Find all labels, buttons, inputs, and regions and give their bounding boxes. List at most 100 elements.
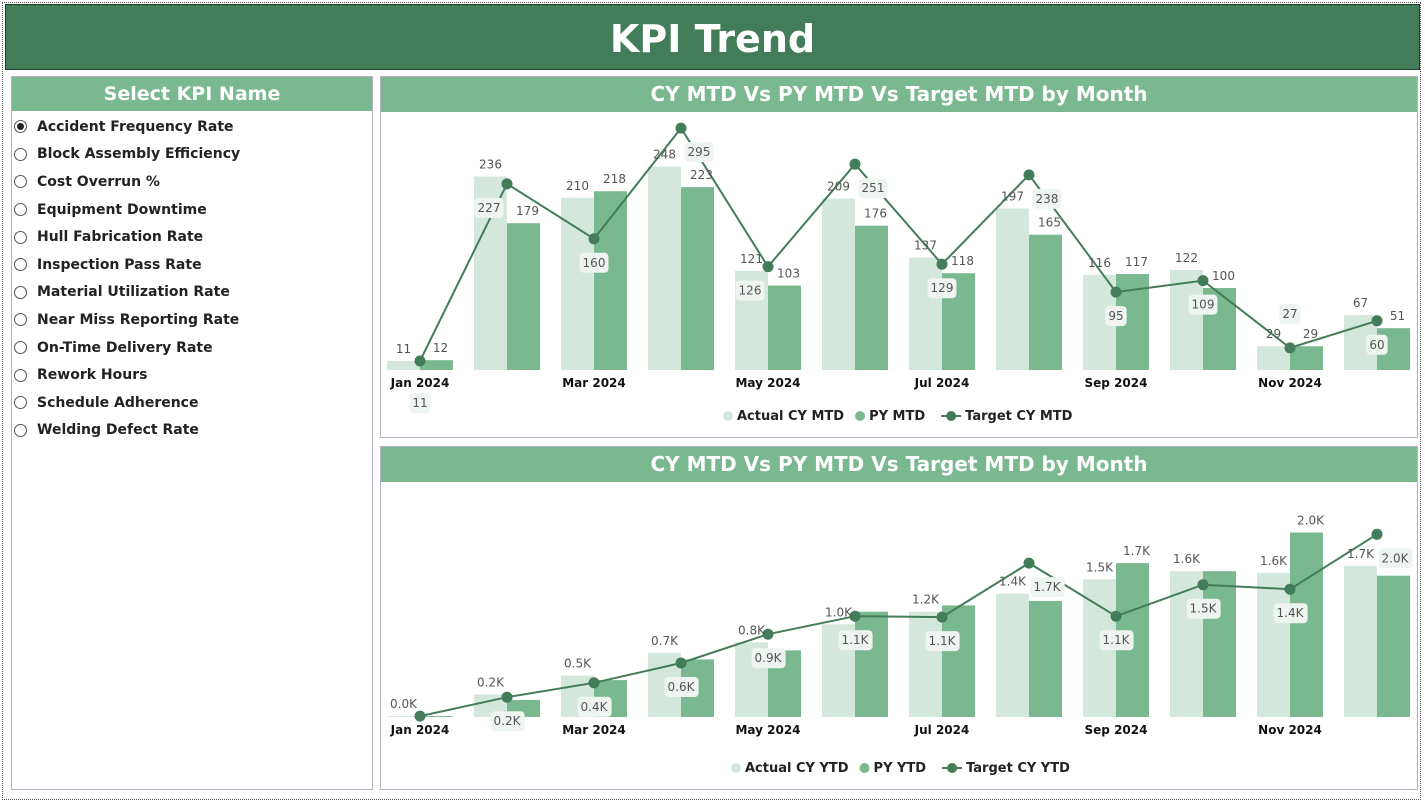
actual-bar — [387, 716, 420, 717]
legend-marker-icon — [946, 411, 957, 421]
actual-data-label: 0.2K — [477, 676, 505, 690]
target-point — [1371, 315, 1383, 327]
target-data-label: 11 — [412, 396, 427, 410]
x-axis-tick-label: Sep 2024 — [1085, 723, 1148, 737]
target-point — [1284, 583, 1296, 595]
actual-bar — [1344, 565, 1377, 717]
actual-bar — [909, 611, 942, 717]
py-bar — [855, 225, 888, 370]
legend-item: Actual CY YTD — [745, 761, 849, 776]
kpi-option[interactable]: Welding Defect Rate — [14, 417, 240, 445]
legend-marker-icon — [855, 411, 866, 421]
legend-marker-icon — [859, 763, 870, 773]
py-data-label: 117 — [1125, 255, 1148, 269]
actual-data-label: 137 — [914, 239, 937, 253]
kpi-option-label: Welding Defect Rate — [37, 422, 199, 439]
kpi-option-label: Schedule Adherence — [37, 394, 199, 411]
target-data-label: 0.9K — [755, 651, 783, 665]
kpi-option-label: Block Assembly Efficiency — [37, 146, 241, 163]
actual-bar — [996, 593, 1029, 717]
radio-button-icon[interactable] — [14, 258, 27, 272]
actual-bar — [822, 198, 855, 370]
target-line — [419, 126, 1378, 362]
kpi-option-label: Accident Frequency Rate — [37, 118, 234, 135]
target-data-label: 126 — [739, 284, 762, 298]
target-label-box — [490, 711, 525, 732]
py-data-label: 165 — [1038, 216, 1061, 230]
slicer-title: Select KPI Name — [12, 77, 372, 111]
py-bar — [1029, 600, 1062, 717]
kpi-option[interactable]: Material Utilization Rate — [14, 279, 240, 307]
actual-data-label: 0.7K — [651, 634, 679, 648]
target-label-box — [858, 178, 888, 199]
target-data-label: 0.6K — [668, 680, 696, 694]
radio-button-icon[interactable] — [14, 285, 27, 299]
x-axis-tick-label: May 2024 — [735, 723, 800, 737]
kpi-option[interactable]: Block Assembly Efficiency — [14, 141, 240, 169]
kpi-option[interactable]: Inspection Pass Rate — [14, 251, 240, 279]
radio-button-icon[interactable] — [14, 175, 27, 189]
target-point — [1371, 528, 1383, 540]
py-bar — [420, 360, 453, 370]
py-data-label: 218 — [603, 172, 626, 186]
kpi-option[interactable]: Rework Hours — [14, 361, 240, 389]
actual-data-label: 67 — [1353, 296, 1368, 310]
ytd-chart-panel: CY MTD Vs PY MTD Vs Target MTD by Month — [380, 446, 1418, 790]
radio-button-icon[interactable] — [14, 423, 27, 437]
x-axis-tick-label: Nov 2024 — [1258, 723, 1322, 737]
target-data-label: 1.1K — [842, 633, 870, 647]
target-label-box — [577, 696, 612, 717]
target-point — [762, 628, 774, 640]
target-label-box — [684, 142, 714, 163]
kpi-option[interactable]: Hull Fabrication Rate — [14, 223, 240, 251]
target-label-box — [838, 630, 873, 651]
py-bar — [768, 285, 801, 370]
target-label-box — [1105, 306, 1127, 327]
radio-button-icon[interactable] — [14, 341, 27, 355]
target-data-label: 0.2K — [494, 714, 522, 728]
target-data-label: 238 — [1036, 192, 1059, 206]
kpi-option[interactable]: Schedule Adherence — [14, 389, 240, 417]
target-point — [1110, 610, 1122, 622]
radio-button-icon[interactable] — [14, 230, 27, 244]
target-label-box — [927, 278, 957, 299]
py-data-label: 12 — [433, 341, 448, 355]
radio-button-icon[interactable] — [14, 368, 27, 382]
actual-data-label: 236 — [479, 157, 502, 171]
kpi-option-label: Rework Hours — [37, 367, 148, 384]
radio-button-icon[interactable] — [14, 147, 27, 161]
radio-button-icon[interactable] — [14, 313, 27, 327]
actual-data-label: 209 — [827, 180, 850, 194]
target-data-label: 1.1K — [1103, 633, 1131, 647]
ytd-chart-title: CY MTD Vs PY MTD Vs Target MTD by Month — [381, 447, 1417, 482]
x-axis-tick-label: Jul 2024 — [914, 376, 970, 390]
x-axis-tick-label: May 2024 — [735, 376, 800, 390]
legend-marker-icon — [731, 763, 741, 773]
target-point — [1110, 286, 1122, 298]
target-data-label: 227 — [478, 201, 501, 215]
radio-button-icon[interactable] — [14, 396, 27, 410]
target-data-label: 160 — [583, 256, 606, 270]
target-point — [588, 233, 600, 245]
target-point — [588, 677, 600, 689]
radio-button-icon[interactable] — [14, 203, 27, 217]
py-bar — [1377, 575, 1410, 717]
kpi-option[interactable]: On-Time Delivery Rate — [14, 334, 240, 362]
x-axis-tick-label: Mar 2024 — [562, 376, 626, 390]
target-label-box — [1273, 603, 1308, 624]
kpi-option[interactable]: Cost Overrun % — [14, 168, 240, 196]
py-data-label: 2.0K — [1297, 514, 1325, 528]
actual-data-label: 197 — [1001, 189, 1024, 203]
py-bar — [681, 187, 714, 370]
mtd-chart-panel: CY MTD Vs PY MTD Vs Target MTD by Month — [380, 76, 1418, 438]
kpi-option[interactable]: Equipment Downtime — [14, 196, 240, 224]
target-point — [936, 611, 948, 623]
radio-button-icon[interactable] — [14, 120, 27, 134]
target-label-box — [1279, 303, 1301, 324]
kpi-option[interactable]: Near Miss Reporting Rate — [14, 306, 240, 334]
actual-data-label: 248 — [653, 148, 676, 162]
kpi-option[interactable]: Accident Frequency Rate — [14, 113, 240, 141]
kpi-option-label: On-Time Delivery Rate — [37, 339, 213, 356]
